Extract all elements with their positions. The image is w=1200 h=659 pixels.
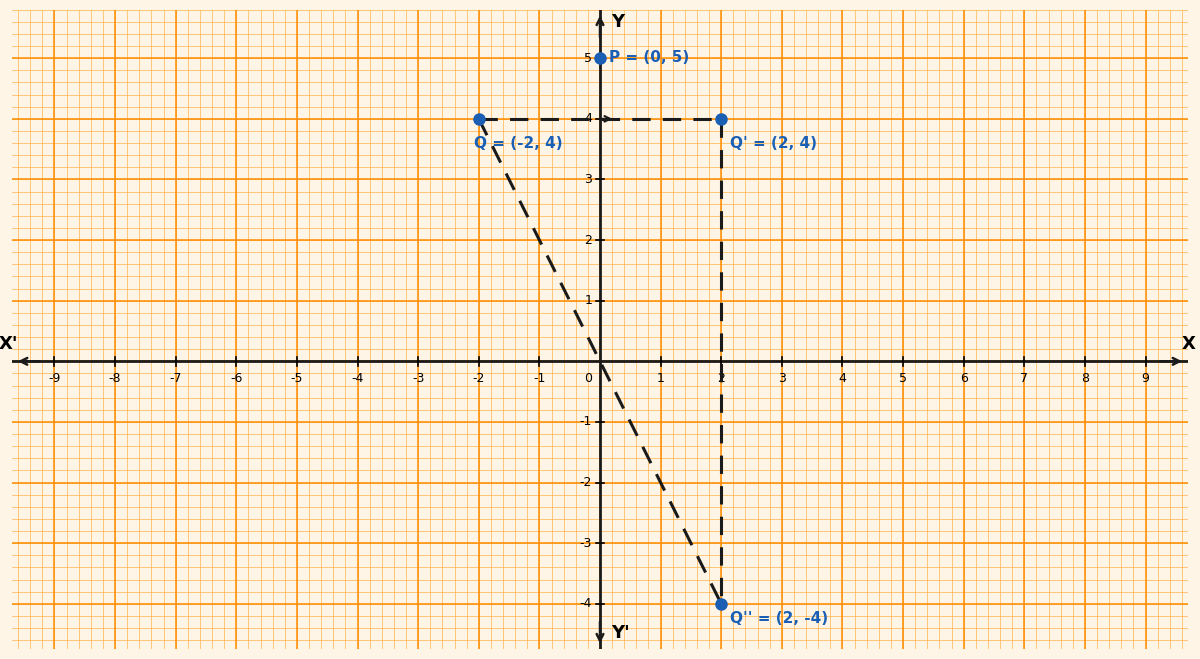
Text: 5: 5 xyxy=(584,52,592,65)
Text: -6: -6 xyxy=(230,372,242,386)
Text: 9: 9 xyxy=(1141,372,1150,386)
Text: X': X' xyxy=(0,335,18,353)
Text: -8: -8 xyxy=(109,372,121,386)
Text: 8: 8 xyxy=(1081,372,1088,386)
Text: -7: -7 xyxy=(169,372,182,386)
Text: 4: 4 xyxy=(839,372,846,386)
Text: 5: 5 xyxy=(899,372,907,386)
Text: Q'' = (2, -4): Q'' = (2, -4) xyxy=(731,611,828,626)
Text: -3: -3 xyxy=(412,372,425,386)
Text: 7: 7 xyxy=(1020,372,1028,386)
Text: Y: Y xyxy=(611,13,624,31)
Text: -1: -1 xyxy=(580,415,592,428)
Text: 2: 2 xyxy=(718,372,725,386)
Text: -5: -5 xyxy=(290,372,304,386)
Text: 3: 3 xyxy=(778,372,786,386)
Text: 0: 0 xyxy=(584,372,592,386)
Text: -4: -4 xyxy=(352,372,364,386)
Text: -2: -2 xyxy=(473,372,485,386)
Text: Y': Y' xyxy=(611,624,630,642)
Text: -2: -2 xyxy=(580,476,592,489)
Text: 3: 3 xyxy=(584,173,592,186)
Text: -3: -3 xyxy=(580,536,592,550)
Text: 1: 1 xyxy=(656,372,665,386)
Text: Q' = (2, 4): Q' = (2, 4) xyxy=(731,136,817,151)
Text: 4: 4 xyxy=(584,112,592,125)
Text: 2: 2 xyxy=(584,233,592,246)
Text: 6: 6 xyxy=(960,372,967,386)
Text: -9: -9 xyxy=(48,372,61,386)
Text: P = (0, 5): P = (0, 5) xyxy=(610,49,689,65)
Text: Q = (-2, 4): Q = (-2, 4) xyxy=(474,136,563,151)
Text: -1: -1 xyxy=(533,372,546,386)
Text: X: X xyxy=(1182,335,1196,353)
Text: -4: -4 xyxy=(580,597,592,610)
Text: 1: 1 xyxy=(584,294,592,307)
